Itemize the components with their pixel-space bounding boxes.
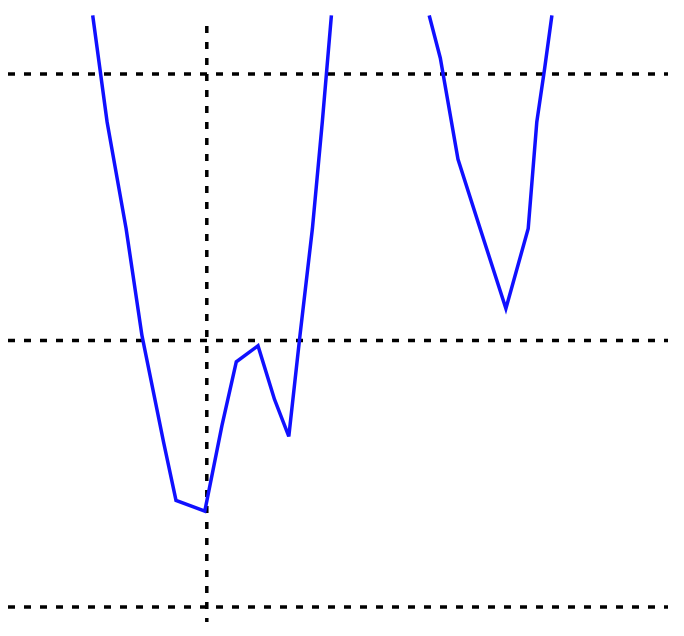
series-group [90, 14, 554, 514]
grid [8, 26, 668, 622]
series-line-segment-2 [427, 14, 554, 315]
series-line-segment-1 [90, 15, 334, 514]
